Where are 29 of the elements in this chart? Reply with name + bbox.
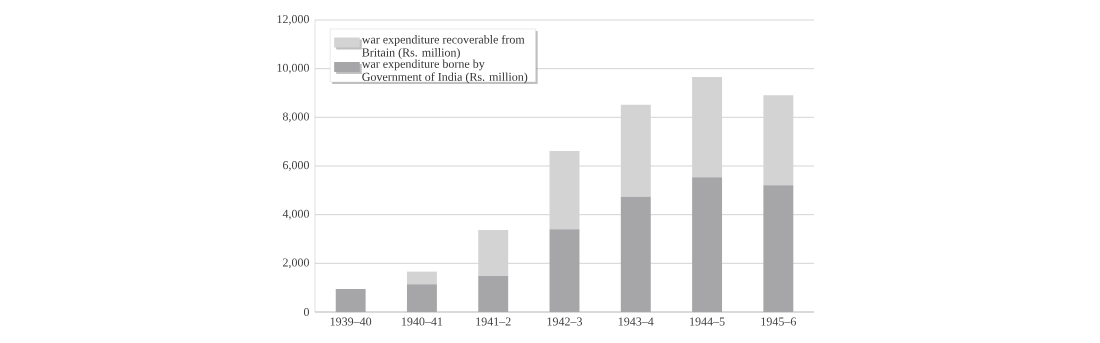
x-tick-label: 1939–40 — [330, 317, 372, 326]
y-tick-label: 12,000 — [277, 15, 310, 25]
bar — [478, 230, 509, 276]
bar — [763, 185, 794, 312]
bar — [692, 177, 723, 312]
y-tick-label: 8,000 — [282, 112, 310, 123]
x-tick-label: 1942–3 — [547, 317, 583, 326]
x-tick-label: 1940–41 — [401, 317, 443, 326]
x-tick-label: 1945–6 — [761, 317, 796, 326]
x-tick-label: 1943–4 — [618, 317, 654, 326]
bar — [335, 288, 366, 312]
bar — [549, 150, 580, 230]
bar — [692, 76, 723, 178]
legend-label: war expenditure recoverable from Britain (Rs. million) — [361, 34, 525, 59]
y-tick-label: 2,000 — [283, 258, 310, 269]
y-tick-label: 10,000 — [277, 63, 310, 74]
bar — [406, 271, 437, 285]
bar — [549, 229, 580, 312]
bar — [620, 104, 651, 197]
y-tick-label: 6,000 — [282, 161, 310, 171]
bar — [620, 196, 651, 312]
bar — [763, 95, 794, 186]
y-tick-label: 4,000 — [282, 209, 310, 220]
bar — [478, 275, 509, 312]
bar — [406, 284, 437, 312]
x-tick-label: 1944–5 — [690, 317, 725, 326]
y-tick-label: 0 — [303, 307, 310, 317]
legend-label: war expenditure borne by Government of India (Rs. million) — [361, 59, 528, 84]
x-tick-label: 1941–2 — [476, 317, 511, 326]
